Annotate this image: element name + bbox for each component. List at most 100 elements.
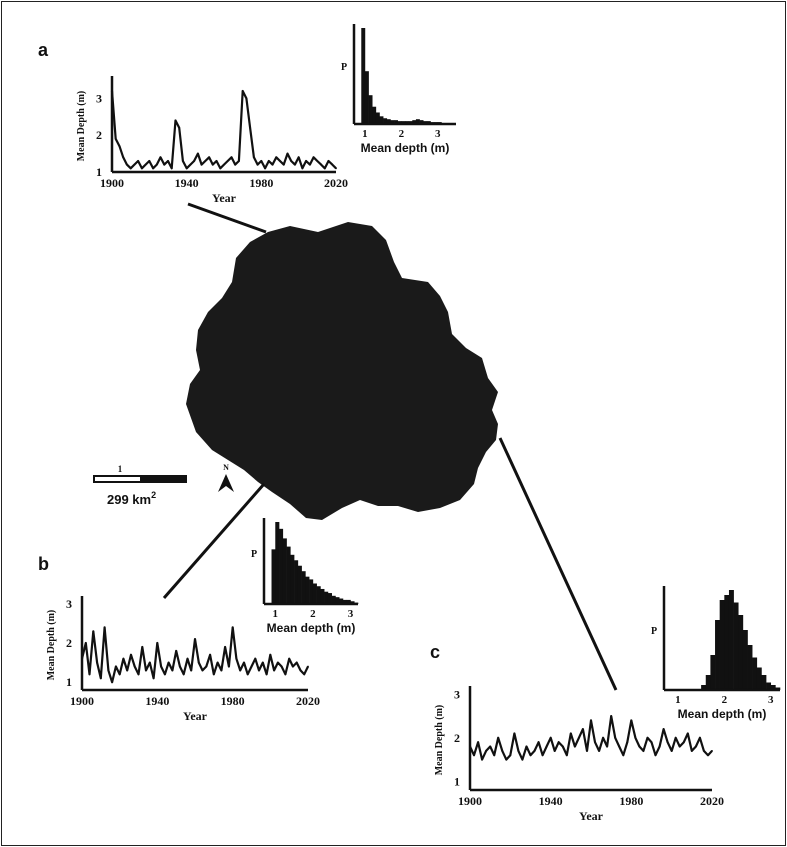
timeseries-point-c bbox=[521, 758, 524, 761]
timeseries-point-c bbox=[533, 749, 536, 752]
timeseries-point-a bbox=[275, 156, 278, 159]
timeseries-line-b bbox=[80, 626, 309, 684]
timeseries-point-b bbox=[81, 657, 83, 660]
timeseries-point-b bbox=[303, 673, 306, 676]
timeseries-point-b bbox=[228, 665, 230, 668]
timeseries-point-a bbox=[114, 137, 117, 140]
histogram-xtick-b: 2 bbox=[310, 608, 316, 620]
timeseries-point-b bbox=[307, 665, 309, 668]
timeseries-point-b bbox=[258, 669, 260, 672]
histogram-ylabel-a: P bbox=[341, 62, 347, 73]
timeseries-point-a bbox=[290, 160, 293, 162]
panel-c: c 1900 1940 1980 2020 1 2 3 Year Mean Depth (m) 1 2… bbox=[430, 586, 781, 823]
timeseries-point-b bbox=[122, 657, 125, 660]
histogram-bar-c bbox=[742, 630, 748, 690]
timeseries-point-b bbox=[280, 665, 283, 668]
timeseries-point-a bbox=[252, 156, 255, 159]
histogram-bar-a bbox=[364, 71, 369, 124]
histogram-bar-c bbox=[733, 602, 739, 690]
timeseries-point-b bbox=[295, 661, 298, 664]
timeseries-ytick-b: 2 bbox=[66, 636, 72, 650]
timeseries-point-b bbox=[292, 665, 294, 668]
timeseries-point-a bbox=[323, 167, 326, 170]
timeseries-point-c bbox=[594, 741, 596, 744]
timeseries-point-b bbox=[194, 638, 196, 641]
histogram-bar-b bbox=[324, 591, 329, 604]
timeseries-point-a bbox=[129, 167, 132, 170]
watershed-basin bbox=[186, 222, 498, 520]
timeseries-point-b bbox=[126, 669, 129, 672]
timeseries-point-a bbox=[267, 160, 270, 162]
timeseries-point-a bbox=[335, 167, 337, 170]
histogram-ylabel-b: P bbox=[251, 549, 257, 560]
timeseries-point-c bbox=[711, 749, 713, 752]
timeseries-xtick-a: 1900 bbox=[100, 176, 124, 190]
histogram-bar-a bbox=[394, 120, 399, 124]
timeseries-point-c bbox=[598, 749, 600, 752]
timeseries-point-b bbox=[254, 657, 257, 660]
timeseries-point-a bbox=[308, 163, 311, 166]
timeseries-point-a bbox=[234, 163, 237, 166]
timeseries-point-c bbox=[682, 741, 685, 744]
timeseries-point-c bbox=[622, 754, 625, 757]
leader-line-a bbox=[187, 202, 267, 234]
timeseries-point-a bbox=[316, 160, 319, 162]
timeseries-point-b bbox=[182, 673, 185, 676]
timeseries-point-c bbox=[541, 754, 544, 757]
timeseries-point-c bbox=[674, 736, 677, 739]
histogram-bar-b bbox=[301, 571, 306, 604]
timeseries-point-b bbox=[145, 669, 147, 672]
timeseries-point-a bbox=[144, 163, 147, 166]
histogram-bar-b bbox=[342, 599, 348, 604]
timeseries-point-c bbox=[477, 741, 479, 744]
histogram-bar-b bbox=[305, 576, 310, 604]
histogram-xtick-c: 3 bbox=[768, 694, 774, 706]
timeseries-point-c bbox=[545, 745, 548, 748]
histogram-bar-b bbox=[286, 546, 291, 604]
histogram-bar-c bbox=[710, 655, 716, 690]
histogram-bar-b bbox=[331, 595, 336, 604]
timeseries-point-a bbox=[193, 160, 196, 162]
timeseries-point-b bbox=[246, 673, 249, 676]
histogram-bar-a bbox=[372, 106, 377, 124]
timeseries-point-a bbox=[155, 163, 158, 166]
timeseries-point-a bbox=[200, 163, 203, 166]
timeseries-point-a bbox=[264, 167, 266, 170]
timeseries-point-b bbox=[243, 661, 245, 664]
panels-group: a 1900 1940 1980 2020 1 2 3 Year Mean Depth (m) 1 2… bbox=[38, 24, 781, 823]
timeseries-point-a bbox=[133, 163, 136, 166]
histogram-bar-b bbox=[309, 579, 314, 604]
histogram-bar-a bbox=[368, 95, 373, 124]
timeseries-point-c bbox=[509, 754, 512, 757]
timeseries-line-a bbox=[110, 89, 337, 170]
timeseries-point-c bbox=[602, 736, 604, 739]
scale-area-value: 299 km bbox=[107, 492, 151, 507]
timeseries-point-c bbox=[525, 745, 528, 748]
timeseries-point-a bbox=[294, 163, 296, 166]
histogram-bar-a bbox=[390, 120, 395, 124]
timeseries-point-b bbox=[216, 661, 219, 664]
timeseries-point-c bbox=[666, 741, 669, 744]
timeseries-point-b bbox=[111, 681, 114, 684]
timeseries-point-a bbox=[204, 160, 207, 162]
timeseries-point-b bbox=[220, 669, 223, 672]
panel-b: b 1900 1940 1980 2020 1 2 3 Year Mean Depth (m) 1 2… bbox=[38, 518, 359, 723]
timeseries-point-b bbox=[209, 653, 211, 656]
timeseries-point-a bbox=[230, 156, 233, 159]
timeseries-point-a bbox=[223, 163, 225, 166]
timeseries-point-b bbox=[133, 665, 136, 668]
histogram-bar-b bbox=[335, 597, 340, 604]
timeseries-point-c bbox=[662, 728, 665, 731]
timeseries-point-b bbox=[115, 665, 117, 668]
timeseries-point-a bbox=[312, 156, 315, 159]
timeseries-point-a bbox=[211, 163, 214, 166]
timeseries-ytick-b: 1 bbox=[66, 675, 72, 689]
histogram-bar-b bbox=[339, 598, 344, 604]
timeseries-point-c bbox=[626, 741, 629, 744]
timeseries-point-b bbox=[84, 642, 87, 644]
timeseries-point-a bbox=[282, 163, 285, 166]
timeseries-point-c bbox=[485, 749, 488, 752]
north-arrow-head bbox=[218, 474, 234, 492]
panel-letter-a: a bbox=[38, 40, 49, 60]
